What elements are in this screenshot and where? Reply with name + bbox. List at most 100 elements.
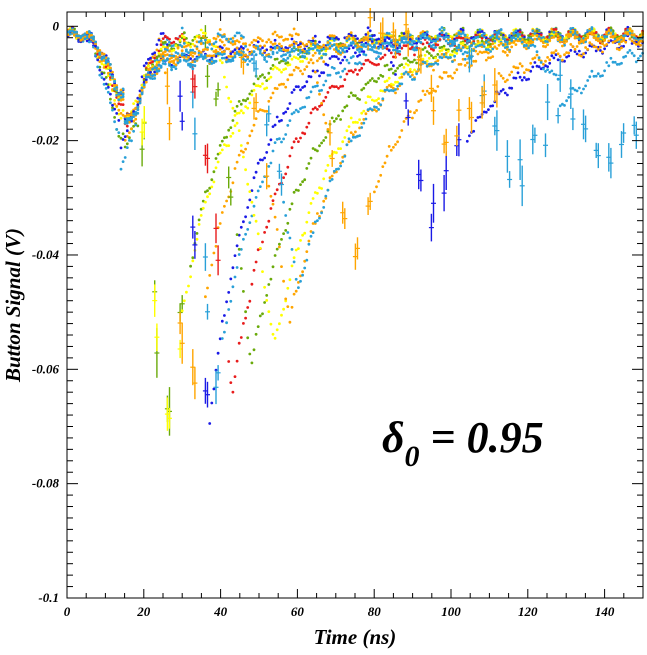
data-point (275, 115, 279, 119)
data-point (284, 299, 288, 303)
data-point (406, 59, 410, 62)
data-point (601, 42, 604, 46)
data-point (603, 35, 606, 38)
data-point (379, 73, 383, 77)
data-point (149, 56, 152, 60)
data-point (592, 29, 596, 33)
data-point (96, 53, 100, 56)
data-point (305, 49, 309, 53)
data-point (258, 314, 262, 318)
data-point (415, 109, 418, 112)
data-point (170, 47, 174, 51)
data-point (596, 48, 600, 51)
data-point (223, 35, 226, 38)
data-point (459, 36, 463, 40)
data-point (375, 63, 378, 67)
data-point (113, 84, 116, 87)
data-point (398, 53, 402, 56)
data-point (508, 73, 511, 77)
data-point (609, 39, 613, 42)
data-point (267, 165, 271, 168)
data-point (499, 28, 503, 32)
data-point (613, 32, 617, 36)
data-point (204, 295, 207, 299)
data-point (457, 31, 461, 35)
data-point (484, 36, 488, 40)
data-point (269, 96, 273, 100)
data-point (501, 76, 505, 80)
data-point (94, 40, 97, 44)
data-point (326, 47, 330, 50)
data-point (402, 41, 406, 44)
data-point (586, 48, 590, 51)
data-point (294, 42, 298, 45)
data-point (478, 35, 482, 38)
data-point (330, 55, 334, 58)
data-point (244, 232, 248, 236)
data-point (637, 57, 640, 60)
data-point (542, 44, 545, 48)
data-point (339, 51, 342, 55)
data-point (356, 73, 359, 76)
data-point (373, 41, 376, 45)
data-point (210, 58, 214, 61)
data-point (307, 51, 311, 55)
data-point (286, 107, 290, 110)
data-point (242, 98, 245, 102)
data-point (351, 41, 355, 45)
data-point (337, 114, 340, 118)
data-point (261, 53, 264, 57)
data-point (476, 44, 480, 48)
data-point (550, 36, 554, 39)
data-point (408, 75, 412, 78)
data-point (210, 47, 214, 51)
data-point (271, 64, 275, 67)
data-point (309, 47, 313, 51)
data-point (286, 165, 290, 169)
data-point (163, 59, 167, 62)
data-point (68, 27, 72, 30)
data-point (299, 60, 302, 63)
data-point (149, 76, 152, 80)
data-point (461, 31, 465, 35)
data-point (411, 60, 414, 64)
data-point (328, 34, 332, 37)
data-point (305, 65, 309, 68)
data-point (286, 124, 290, 127)
data-point (267, 219, 271, 223)
data-point (309, 230, 313, 233)
data-point (563, 53, 566, 57)
data-point (516, 29, 520, 33)
data-point (292, 190, 296, 194)
data-point (244, 215, 248, 219)
data-point (290, 202, 294, 206)
data-point (288, 320, 292, 324)
data-point (220, 337, 224, 340)
data-point (324, 46, 328, 49)
data-point (85, 36, 89, 40)
data-point (117, 112, 121, 116)
data-point (98, 53, 102, 56)
data-point (575, 52, 579, 56)
data-point (138, 98, 142, 102)
data-point (335, 117, 338, 121)
data-point (326, 163, 330, 167)
data-point (130, 113, 133, 117)
data-point (510, 70, 514, 74)
data-point (332, 150, 336, 154)
data-point (267, 310, 271, 313)
data-point (218, 38, 222, 42)
data-point (225, 85, 229, 89)
data-point (294, 188, 298, 192)
data-point (392, 71, 395, 75)
data-point (438, 38, 442, 41)
data-point (626, 25, 630, 29)
data-point (161, 32, 165, 35)
data-point (453, 42, 456, 46)
data-point (565, 55, 568, 59)
data-point (628, 37, 632, 41)
data-point (216, 152, 220, 156)
data-point (408, 33, 412, 37)
data-point (368, 29, 372, 33)
data-point (398, 42, 402, 46)
